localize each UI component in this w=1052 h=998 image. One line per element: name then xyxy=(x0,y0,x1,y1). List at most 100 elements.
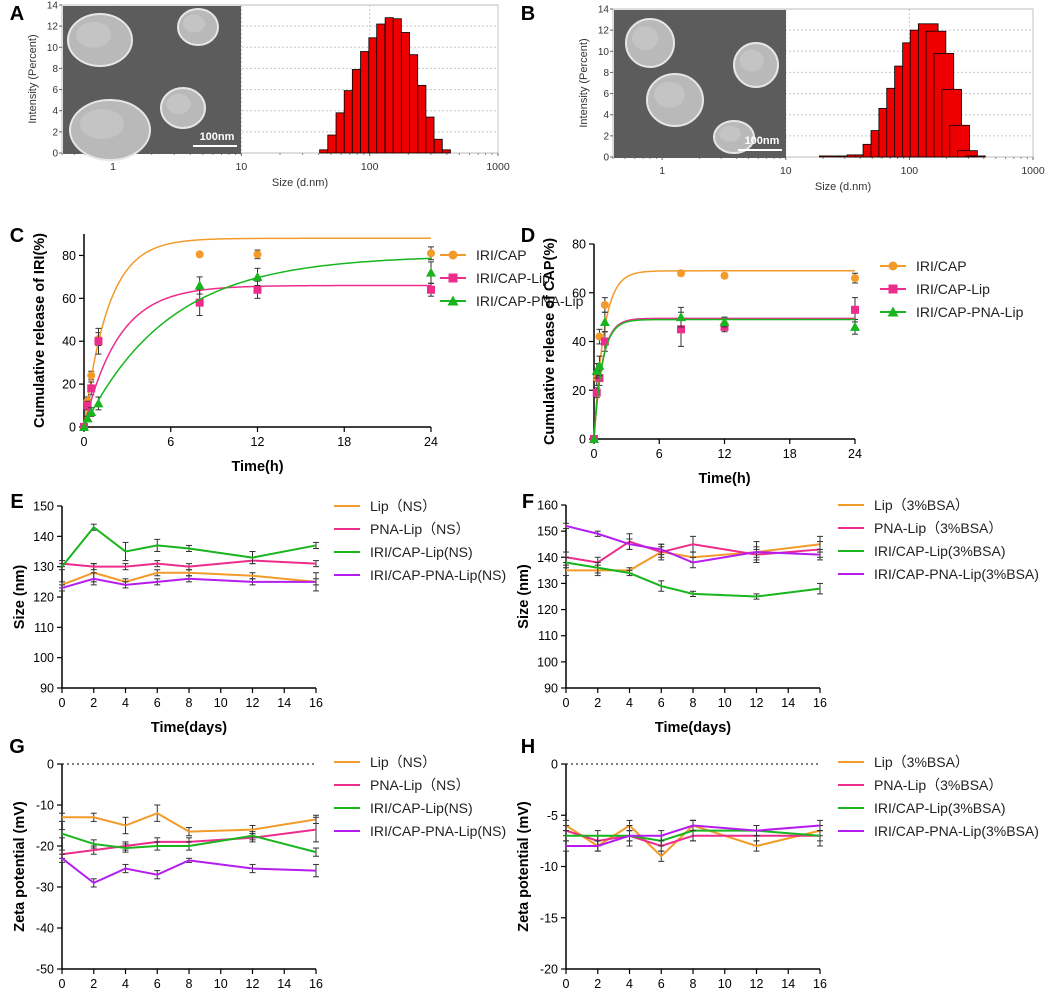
x-tick-label: 0 xyxy=(81,435,88,449)
series-0 xyxy=(59,804,319,837)
y-tick-label: 60 xyxy=(62,292,76,306)
marker-square xyxy=(888,284,898,294)
vesicle-highlight xyxy=(166,94,191,114)
y-axis-label: Cumulative release of IRI(%) xyxy=(32,233,48,428)
x-tick-label: 2 xyxy=(594,696,601,710)
legend-label: IRI/CAP-Lip(3%BSA) xyxy=(874,800,1005,816)
x-tick-label: 14 xyxy=(781,977,795,991)
panel-label-C: C xyxy=(10,225,24,247)
x-tick-label: 1000 xyxy=(1021,165,1045,177)
y-tick-label: 130 xyxy=(537,577,558,591)
legend-label: IRI/CAP-PNA-Lip(3%BSA) xyxy=(874,823,1039,839)
x-tick-label: 2 xyxy=(594,977,601,991)
x-tick-label: 14 xyxy=(277,696,291,710)
marker-circle xyxy=(677,269,685,278)
x-tick-label: 6 xyxy=(154,977,161,991)
y-tick-label: -30 xyxy=(36,881,54,895)
panel-label-H: H xyxy=(521,736,535,758)
histogram-bar xyxy=(819,155,840,158)
series-3 xyxy=(59,572,319,592)
y-tick-label: 160 xyxy=(537,499,558,513)
x-tick-label: 8 xyxy=(186,696,193,710)
marker-square xyxy=(427,285,435,294)
marker-triangle xyxy=(252,271,263,281)
x-tick-label: 8 xyxy=(186,977,193,991)
y-tick-label: 100 xyxy=(537,655,558,669)
y-tick-label: 0 xyxy=(603,153,609,164)
y-tick-label: -40 xyxy=(36,922,54,936)
scale-bar-label: 100nm xyxy=(745,135,780,147)
histogram-bar xyxy=(327,134,337,154)
legend-label: PNA-Lip（NS） xyxy=(370,521,470,537)
marker-triangle xyxy=(719,317,730,326)
panel-label-D: D xyxy=(521,225,535,247)
legend-label: IRI/CAP-PNA-Lip(3%BSA) xyxy=(874,566,1039,582)
histogram-bar xyxy=(441,149,451,154)
y-tick-label: 14 xyxy=(47,1,59,12)
series-0 xyxy=(590,269,859,443)
panel-E: E 90 100 110 120 130 140 150 0 2 4 6 8 10 12 14 16 Time(d… xyxy=(10,491,506,736)
x-tick-label: 100 xyxy=(361,161,379,173)
marker-triangle xyxy=(194,280,205,290)
x-tick-label: 1 xyxy=(110,161,116,173)
y-tick-label: 0 xyxy=(579,433,586,447)
y-tick-label: 12 xyxy=(598,26,610,37)
x-tick-label: 8 xyxy=(690,977,697,991)
marker-circle xyxy=(720,271,729,280)
legend-label: PNA-Lip（3%BSA） xyxy=(874,520,1002,536)
fit-curve xyxy=(83,257,432,428)
y-tick-label: 10 xyxy=(47,43,59,54)
y-tick-label: 150 xyxy=(537,525,558,539)
x-tick-label: 2 xyxy=(90,696,97,710)
x-axis-label: Size (d.nm) xyxy=(815,181,871,193)
y-tick-label: 130 xyxy=(33,560,54,574)
panel-label-F: F xyxy=(522,491,534,513)
series-line xyxy=(565,561,821,598)
histogram-bar xyxy=(417,84,427,154)
x-tick-label: 10 xyxy=(236,161,248,173)
y-axis-label: Size (nm) xyxy=(12,565,28,630)
series-line xyxy=(61,857,317,885)
marker-square xyxy=(195,298,204,307)
y-tick-label: 90 xyxy=(544,682,558,696)
marker-square xyxy=(94,337,103,346)
panel-A: A 0 2 4 6 8 10 12 14 1 10 100 1000 100nm Size (d.nm) In… xyxy=(10,1,510,190)
y-tick-label: 120 xyxy=(33,591,54,605)
marker-square xyxy=(253,285,262,294)
series-line xyxy=(565,524,821,564)
legend: Lip（3%BSA） PNA-Lip（3%BSA） IRI/CAP-Lip(3%BS… xyxy=(838,497,1039,582)
x-axis-label: Time(h) xyxy=(698,471,750,487)
legend-label: IRI/CAP-PNA-Lip(NS) xyxy=(370,823,506,839)
y-tick-label: 40 xyxy=(62,335,76,349)
panel-G: G-50-40-30-20-1000246810121416Time(days)… xyxy=(9,736,506,991)
series-2 xyxy=(79,257,436,431)
histogram-bar xyxy=(343,90,353,154)
marker-triangle xyxy=(850,321,860,331)
y-axis-label: Zeta potential (mV) xyxy=(516,801,532,932)
marker-circle xyxy=(87,371,96,380)
legend-label: Lip（3%BSA） xyxy=(874,754,969,770)
legend-label: IRI/CAP-Lip xyxy=(916,281,990,297)
legend-label: IRI/CAP-Lip xyxy=(476,270,550,286)
legend-label: IRI/CAP-PNA-Lip(NS) xyxy=(370,567,506,583)
fit-curve xyxy=(593,318,855,440)
series-1 xyxy=(59,557,319,571)
series-line xyxy=(61,577,316,589)
x-tick-label: 4 xyxy=(122,977,129,991)
y-tick-label: 0 xyxy=(69,421,76,435)
histogram-bar xyxy=(392,18,402,154)
x-tick-label: 1 xyxy=(659,165,665,177)
y-tick-label: 90 xyxy=(40,682,54,696)
y-tick-label: 120 xyxy=(537,603,558,617)
x-tick-label: 0 xyxy=(591,447,598,461)
x-tick-label: 6 xyxy=(658,977,665,991)
marker-triangle xyxy=(86,406,97,416)
x-tick-label: 24 xyxy=(424,435,438,449)
legend: Lip（NS） PNA-Lip（NS） IRI/CAP-Lip(NS) IRI/CAP… xyxy=(334,754,506,839)
legend: IRI/CAP IRI/CAP-Lip IRI/CAP-PNA-Lip xyxy=(440,247,584,309)
y-axis-label: Cumulative release of CAP(%) xyxy=(542,238,558,445)
histogram-bar xyxy=(384,17,394,154)
marker-circle xyxy=(195,250,204,259)
y-tick-label: 6 xyxy=(52,85,58,96)
